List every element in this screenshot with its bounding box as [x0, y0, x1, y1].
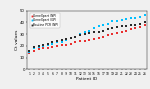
GeneXpert (GP) — [84, 31, 86, 32]
GeneXpert (GP) — [28, 51, 30, 52]
Line: GeneXpert (GP): GeneXpert (GP) — [28, 14, 146, 53]
Routine PCR (NP) — [144, 22, 146, 23]
GeneXpert (NP) — [70, 43, 72, 44]
Routine PCR (NP) — [125, 25, 127, 27]
Routine PCR (NP) — [135, 24, 136, 25]
GeneXpert (GP) — [98, 25, 99, 27]
Routine PCR (NP) — [130, 24, 132, 25]
GeneXpert (GP) — [56, 42, 58, 43]
Routine PCR (NP) — [61, 40, 63, 41]
Routine PCR (NP) — [107, 29, 109, 30]
GeneXpert (NP) — [38, 49, 39, 50]
GeneXpert (GP) — [65, 40, 67, 41]
Y-axis label: Ct values: Ct values — [15, 30, 19, 50]
GeneXpert (NP) — [102, 36, 104, 37]
GeneXpert (GP) — [79, 34, 81, 35]
GeneXpert (NP) — [144, 24, 146, 25]
GeneXpert (NP) — [135, 28, 136, 29]
GeneXpert (NP) — [65, 44, 67, 45]
GeneXpert (GP) — [70, 37, 72, 38]
GeneXpert (GP) — [125, 18, 127, 19]
GeneXpert (GP) — [75, 36, 76, 37]
GeneXpert (NP) — [88, 40, 90, 41]
Routine PCR (NP) — [102, 30, 104, 31]
GeneXpert (NP) — [84, 41, 86, 42]
GeneXpert (NP) — [56, 45, 58, 46]
Routine PCR (NP) — [65, 38, 67, 39]
GeneXpert (NP) — [139, 27, 141, 28]
GeneXpert (GP) — [51, 43, 53, 44]
GeneXpert (NP) — [61, 44, 63, 45]
GeneXpert (NP) — [107, 35, 109, 36]
GeneXpert (GP) — [139, 16, 141, 17]
Routine PCR (NP) — [116, 27, 118, 28]
GeneXpert (GP) — [111, 21, 113, 22]
GeneXpert (NP) — [33, 50, 35, 51]
GeneXpert (GP) — [93, 28, 95, 29]
Routine PCR (NP) — [75, 36, 76, 37]
GeneXpert (NP) — [75, 42, 76, 43]
Line: GeneXpert (NP): GeneXpert (NP) — [28, 24, 146, 54]
GeneXpert (NP) — [79, 41, 81, 42]
Routine PCR (NP) — [88, 32, 90, 34]
GeneXpert (NP) — [51, 47, 53, 48]
GeneXpert (GP) — [42, 45, 44, 46]
GeneXpert (GP) — [102, 24, 104, 25]
Routine PCR (NP) — [79, 35, 81, 36]
Routine PCR (NP) — [42, 44, 44, 45]
Routine PCR (NP) — [51, 42, 53, 43]
GeneXpert (NP) — [111, 34, 113, 35]
GeneXpert (GP) — [61, 42, 63, 43]
GeneXpert (GP) — [135, 17, 136, 18]
GeneXpert (GP) — [33, 48, 35, 49]
Routine PCR (NP) — [84, 34, 86, 35]
GeneXpert (GP) — [144, 15, 146, 16]
Routine PCR (NP) — [33, 47, 35, 48]
GeneXpert (GP) — [107, 23, 109, 24]
GeneXpert (NP) — [98, 37, 99, 38]
GeneXpert (GP) — [47, 44, 49, 45]
Legend: GeneXpert (NP), GeneXpert (GP), Routine PCR (NP): GeneXpert (NP), GeneXpert (GP), Routine … — [30, 13, 60, 28]
GeneXpert (NP) — [130, 29, 132, 30]
Routine PCR (NP) — [93, 31, 95, 32]
Routine PCR (NP) — [98, 31, 99, 32]
GeneXpert (GP) — [88, 30, 90, 31]
GeneXpert (GP) — [121, 20, 123, 21]
Routine PCR (NP) — [38, 45, 39, 46]
Routine PCR (NP) — [70, 37, 72, 38]
GeneXpert (GP) — [116, 21, 118, 22]
Line: Routine PCR (NP): Routine PCR (NP) — [28, 21, 146, 52]
X-axis label: Patient ID: Patient ID — [76, 77, 98, 81]
Routine PCR (NP) — [121, 25, 123, 27]
GeneXpert (NP) — [93, 38, 95, 39]
Routine PCR (NP) — [139, 23, 141, 24]
GeneXpert (GP) — [38, 47, 39, 48]
GeneXpert (NP) — [121, 31, 123, 32]
GeneXpert (NP) — [116, 32, 118, 34]
GeneXpert (NP) — [42, 48, 44, 49]
Routine PCR (NP) — [56, 41, 58, 42]
Routine PCR (NP) — [28, 50, 30, 51]
Routine PCR (NP) — [111, 28, 113, 29]
GeneXpert (NP) — [47, 48, 49, 49]
Routine PCR (NP) — [47, 43, 49, 44]
GeneXpert (GP) — [130, 17, 132, 18]
GeneXpert (NP) — [125, 30, 127, 31]
GeneXpert (NP) — [28, 52, 30, 53]
